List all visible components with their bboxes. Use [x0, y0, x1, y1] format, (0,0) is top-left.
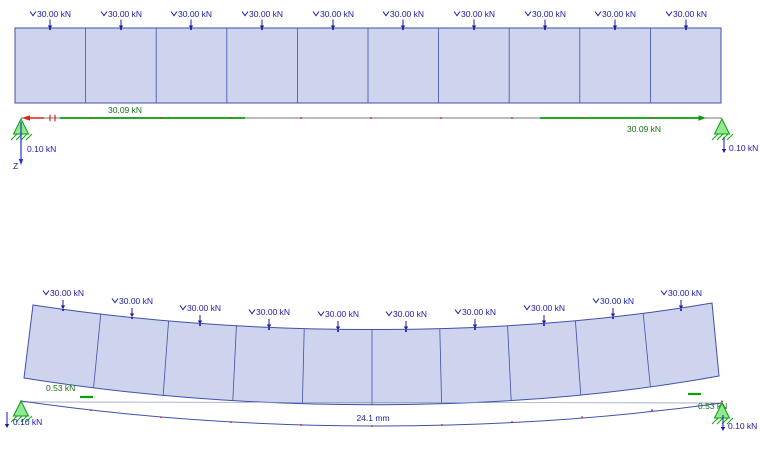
load-label: 30.00 kN: [602, 9, 636, 19]
horizontal-reaction-right: 0.53 kN: [698, 401, 727, 411]
undeformed-view: 30.00 kN 30.00 kN 30.00 kN 30.00 kN 30.0…: [10, 9, 758, 171]
support-hatch-left: [10, 415, 33, 423]
support-right[interactable]: [713, 401, 731, 419]
load-arrow-glyphs: [29, 11, 673, 17]
reaction-arrow-left-head: [4, 424, 10, 428]
load-label: 30.00 kN: [178, 9, 212, 19]
load-label: 30.00 kN: [249, 9, 283, 19]
axial-force-value-right: 30.09 kN: [627, 124, 661, 134]
deformed-view: 30.00 kN 30.00 kN 30.00 kN 30.00 kN 30.0…: [4, 288, 757, 431]
load-arrow-shafts[interactable]: [62, 300, 682, 327]
load-arrow-shafts[interactable]: [49, 19, 687, 26]
reaction-value-left: 0.10 kN: [13, 417, 42, 427]
load-label: 30.00 kN: [50, 288, 84, 298]
load-node-markers: [61, 308, 683, 333]
fe-mesh-lines: [85, 28, 651, 103]
load-label: 30.00 kN: [187, 303, 221, 313]
support-hatch-left: [10, 133, 33, 141]
axial-force-arrowhead: [698, 115, 706, 121]
support-left[interactable]: [12, 399, 30, 417]
horizontal-reaction-left: 0.53 kN: [46, 383, 75, 393]
load-label: 30.00 kN: [108, 9, 142, 19]
reaction-value-right: 0.10 kN: [729, 143, 758, 153]
load-label: 30.00 kN: [462, 307, 496, 317]
support-right[interactable]: [713, 117, 731, 135]
load-label: 30.00 kN: [531, 303, 565, 313]
reaction-value-left: 0.10 kN: [27, 144, 56, 154]
load-label: 30.00 kN: [668, 288, 702, 298]
z-axis-label: Z: [13, 161, 18, 171]
axial-force-value-left: 30.09 kN: [108, 105, 142, 115]
load-label: 30.00 kN: [600, 296, 634, 306]
load-label: 30.00 kN: [393, 309, 427, 319]
reaction-value-right: 0.10 kN: [728, 421, 757, 431]
load-label: 30.00 kN: [325, 309, 359, 319]
load-arrow-glyphs: [42, 290, 668, 317]
support-hatch-right: [711, 417, 734, 425]
load-label: 30.00 kN: [390, 9, 424, 19]
load-label: 30.00 kN: [119, 296, 153, 306]
load-label: 30.00 kN: [532, 9, 566, 19]
load-position-ticks: [49, 114, 56, 122]
max-deflection-label: 24.1 mm: [356, 413, 389, 423]
load-label: 30.00 kN: [320, 9, 354, 19]
load-label: 30.00 kN: [461, 9, 495, 19]
load-label: 30.00 kN: [256, 307, 290, 317]
z-axis-arrow-head: [18, 159, 24, 165]
x-axis-arrow-head: [22, 115, 30, 121]
reaction-arrow-right-head: [721, 149, 727, 153]
deformed-mesh-lines: [93, 313, 651, 405]
member-chord-line[interactable]: [20, 401, 723, 404]
load-label: 30.00 kN: [673, 9, 707, 19]
load-label: 30.00 kN: [37, 9, 71, 19]
support-hatch-right: [711, 133, 734, 141]
reaction-arrow-right-head: [720, 427, 726, 431]
deformed-beam-surface[interactable]: [23, 302, 720, 406]
